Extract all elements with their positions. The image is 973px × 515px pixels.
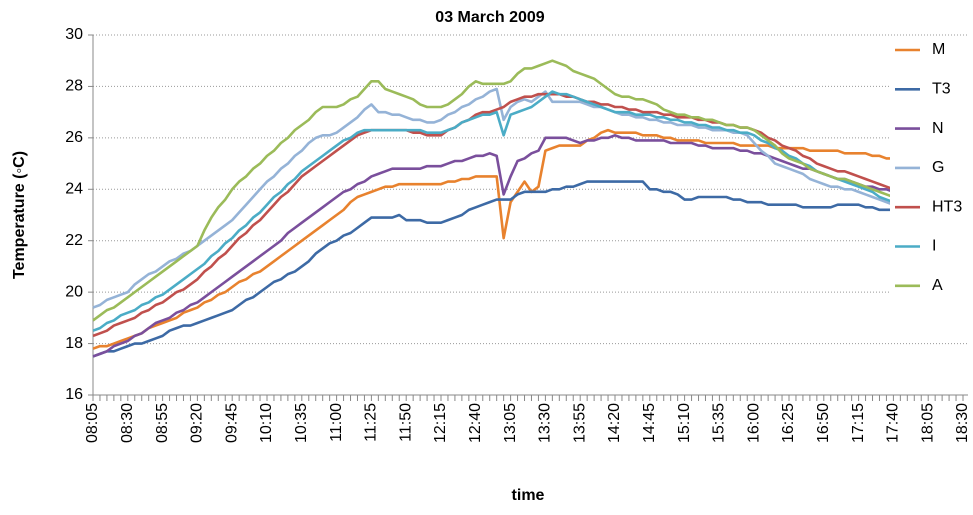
x-tick-label: 11:00	[328, 403, 345, 442]
x-tick-label: 13:05	[502, 403, 519, 443]
series-line	[92, 59, 894, 322]
x-tick-label: 14:45	[641, 403, 658, 443]
legend-label: N	[932, 120, 944, 137]
x-tick-label: 13:55	[571, 403, 588, 443]
y-tick-label: 28	[65, 78, 83, 95]
x-tick-label: 08:55	[154, 403, 171, 443]
series-line	[92, 90, 894, 332]
y-axis-label: Temperature (◦C)	[11, 151, 28, 279]
x-tick-label: 09:20	[189, 403, 206, 443]
x-tick-label: 09:45	[223, 403, 240, 443]
x-tick-label: 13:30	[537, 403, 554, 443]
legend-label: G	[932, 159, 944, 176]
series-line	[92, 128, 894, 350]
series-line	[92, 180, 894, 358]
x-tick-label: 14:20	[606, 403, 623, 443]
y-tick-label: 24	[65, 181, 83, 198]
x-tick-label: 08:05	[84, 403, 101, 443]
x-tick-label: 12:40	[467, 403, 484, 443]
x-tick-label: 15:35	[711, 403, 728, 443]
y-tick-label: 16	[65, 386, 83, 403]
x-tick-label: 12:15	[432, 403, 449, 443]
series-line	[92, 87, 894, 309]
y-tick-label: 22	[65, 232, 83, 249]
x-axis-label: time	[512, 487, 545, 504]
legend-label: HT3	[932, 198, 962, 215]
x-tick-label: 15:10	[676, 403, 693, 443]
x-tick-label: 18:05	[919, 403, 936, 443]
x-tick-label: 18:30	[954, 403, 971, 443]
x-tick-label: 11:50	[397, 403, 414, 442]
x-tick-label: 08:30	[119, 403, 136, 443]
chart-title: 03 March 2009	[435, 9, 545, 26]
series-line	[92, 92, 894, 338]
legend-label: I	[932, 238, 936, 255]
y-tick-label: 20	[65, 283, 83, 300]
x-tick-label: 10:35	[293, 403, 310, 443]
y-tick-label: 18	[65, 335, 83, 352]
x-tick-label: 17:15	[850, 403, 867, 443]
x-tick-label: 16:00	[745, 403, 762, 443]
x-tick-label: 17:40	[885, 403, 902, 443]
x-tick-label: 16:50	[815, 403, 832, 443]
legend-label: M	[932, 41, 945, 58]
legend-label: A	[932, 277, 943, 294]
y-tick-label: 26	[65, 129, 83, 146]
series-line	[92, 133, 894, 358]
y-tick-label: 30	[65, 26, 83, 43]
legend-label: T3	[932, 81, 951, 98]
x-tick-label: 11:25	[363, 403, 380, 442]
x-tick-label: 16:25	[780, 403, 797, 443]
x-tick-label: 10:10	[258, 403, 275, 443]
